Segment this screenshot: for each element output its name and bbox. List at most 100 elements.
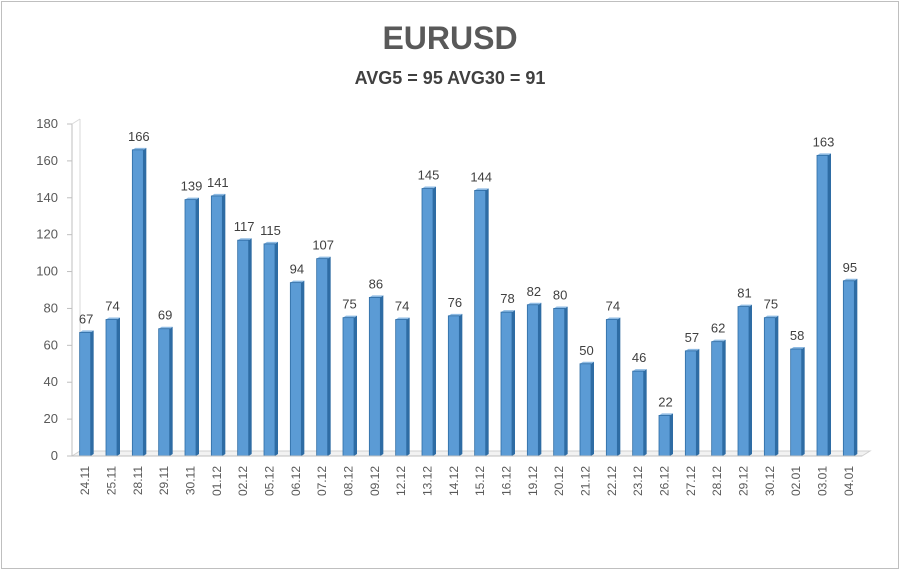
- bar-side: [696, 348, 700, 456]
- bar-top: [764, 315, 779, 318]
- bar-side: [775, 315, 779, 456]
- data-label: 46: [632, 350, 646, 365]
- x-tick-label: 04.01: [842, 466, 856, 496]
- bar-side: [222, 193, 226, 456]
- bar: [342, 317, 355, 457]
- chart-subtitle: AVG5 = 95 AVG30 = 91: [354, 68, 546, 88]
- data-label: 75: [342, 297, 356, 312]
- bar-side: [406, 317, 410, 456]
- y-tick-label: 180: [36, 116, 58, 131]
- bar-top: [316, 256, 331, 259]
- bar-top: [343, 315, 357, 318]
- bar-top: [448, 313, 463, 316]
- bar: [579, 363, 592, 457]
- bar: [605, 319, 618, 457]
- bar-side: [854, 278, 858, 456]
- data-label: 58: [790, 328, 804, 343]
- x-tick-label: 01.12: [210, 466, 224, 496]
- bar-top: [843, 278, 858, 281]
- bar-side: [801, 347, 805, 456]
- bar-side: [828, 153, 831, 456]
- bar: [447, 315, 460, 457]
- x-tick-label: 02.12: [236, 466, 250, 496]
- bar-top: [580, 361, 594, 364]
- x-tick-label: 22.12: [605, 466, 619, 496]
- bar-side: [117, 317, 120, 456]
- bar: [158, 328, 171, 457]
- bar-top: [237, 238, 252, 241]
- bar-top: [659, 413, 673, 416]
- data-label: 144: [470, 169, 492, 184]
- bar-top: [711, 339, 726, 342]
- bar-top: [185, 197, 199, 200]
- bar-side: [512, 310, 515, 456]
- bar-top: [474, 188, 489, 191]
- x-tick-label: 23.12: [631, 466, 645, 496]
- bar-top: [817, 153, 831, 156]
- y-tick-label: 100: [36, 264, 58, 279]
- bar: [395, 319, 408, 457]
- data-label: 141: [207, 175, 229, 190]
- x-tick-label: 19.12: [526, 466, 540, 496]
- data-label: 22: [658, 394, 672, 409]
- y-axis-top-edge: [71, 118, 81, 125]
- bar-top: [501, 310, 515, 313]
- bar: [737, 306, 750, 457]
- data-label: 139: [181, 179, 203, 194]
- bar-side: [749, 304, 752, 456]
- bar: [184, 199, 197, 457]
- bar: [553, 308, 566, 457]
- bar: [105, 319, 118, 457]
- bar-side: [354, 315, 357, 456]
- bar-side: [433, 186, 436, 457]
- bar: [763, 317, 776, 457]
- x-tick-label: 28.12: [710, 466, 724, 496]
- x-tick-label: 24.11: [78, 466, 92, 495]
- bar-top: [527, 302, 542, 305]
- bar-side: [248, 238, 252, 456]
- y-tick-label: 80: [44, 300, 58, 315]
- x-tick-label: 05.12: [263, 466, 277, 496]
- bar-side: [301, 280, 305, 456]
- x-tick-label: 30.12: [763, 466, 777, 496]
- bar: [526, 304, 539, 457]
- data-label: 74: [395, 299, 409, 314]
- bar-side: [275, 241, 278, 456]
- data-label: 86: [369, 276, 383, 291]
- data-label: 107: [312, 238, 334, 253]
- bar-side: [538, 302, 542, 456]
- x-tick-label: 25.11: [105, 466, 119, 495]
- data-label: 75: [764, 297, 778, 312]
- bar: [711, 341, 724, 457]
- bar: [500, 311, 513, 457]
- x-tick-label: 30.11: [184, 466, 198, 495]
- data-label: 166: [128, 129, 150, 144]
- bar-top: [132, 147, 147, 150]
- bar-top: [106, 317, 120, 320]
- bar: [842, 280, 855, 457]
- bar-top: [158, 326, 173, 329]
- bar-top: [395, 317, 410, 320]
- bar-top: [606, 317, 621, 320]
- bar: [816, 154, 829, 457]
- data-label: 117: [234, 219, 255, 234]
- bar-side: [722, 339, 726, 456]
- data-label: 57: [685, 330, 699, 345]
- bar: [368, 296, 381, 457]
- x-tick-label: 12.12: [394, 466, 408, 496]
- bar-side: [670, 413, 673, 456]
- x-tick-label: 14.12: [447, 466, 461, 496]
- bar-top: [290, 280, 305, 283]
- bar-side: [169, 326, 173, 456]
- x-tick-label: 26.12: [658, 466, 672, 496]
- bar-top: [553, 306, 568, 309]
- data-label: 81: [737, 286, 751, 301]
- bar-side: [196, 197, 199, 456]
- bar-side: [591, 361, 594, 456]
- bar: [632, 370, 645, 457]
- data-label: 82: [527, 284, 541, 299]
- bar-side: [485, 188, 489, 456]
- x-tick-label: 02.01: [789, 466, 803, 496]
- bar: [131, 149, 144, 457]
